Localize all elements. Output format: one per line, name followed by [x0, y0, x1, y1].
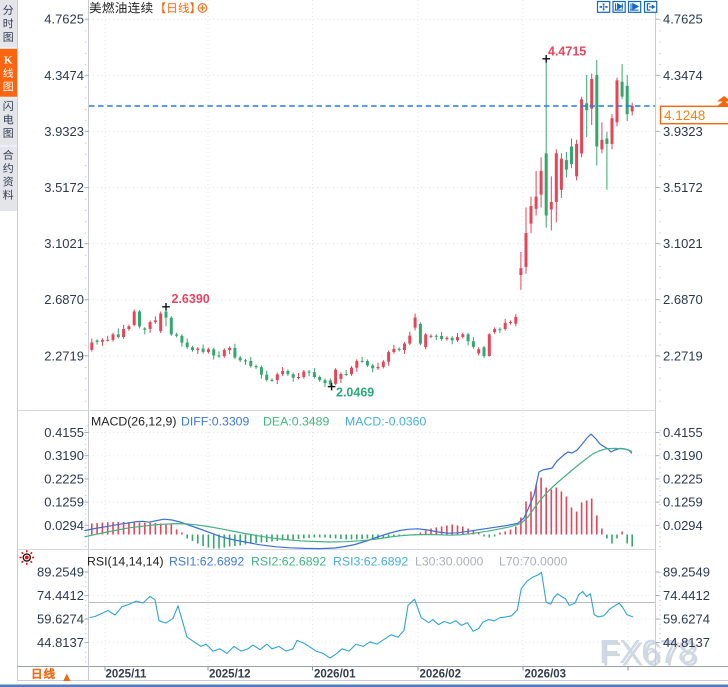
svg-text:DEA:0.3489: DEA:0.3489 [263, 415, 329, 429]
svg-text:89.2549: 89.2549 [663, 565, 710, 580]
svg-text:59.6274: 59.6274 [663, 612, 710, 627]
svg-text:RSI3:62.6892: RSI3:62.6892 [333, 555, 408, 569]
svg-text:3.1021: 3.1021 [44, 236, 84, 251]
svg-text:0.0294: 0.0294 [44, 518, 84, 533]
svg-text:FX678: FX678 [599, 633, 696, 670]
svg-text:74.4412: 74.4412 [663, 588, 710, 603]
svg-text:0.0294: 0.0294 [663, 518, 703, 533]
svg-text:2.6870: 2.6870 [663, 292, 703, 307]
svg-text:3.9323: 3.9323 [663, 124, 703, 139]
svg-text:4.4715: 4.4715 [548, 45, 586, 59]
svg-text:L70:70.0000: L70:70.0000 [499, 555, 568, 569]
svg-text:3.1021: 3.1021 [663, 236, 703, 251]
svg-text:2025/12: 2025/12 [209, 669, 251, 681]
svg-text:3.5172: 3.5172 [663, 180, 703, 195]
svg-text:4.7625: 4.7625 [663, 12, 703, 27]
svg-text:MACD(26,12,9): MACD(26,12,9) [91, 415, 176, 429]
svg-text:RSI(14,14,14): RSI(14,14,14) [87, 555, 164, 569]
svg-text:59.6274: 59.6274 [37, 612, 84, 627]
svg-text:2.6390: 2.6390 [172, 292, 210, 306]
svg-text:0.2225: 0.2225 [44, 471, 84, 486]
svg-text:3.5172: 3.5172 [44, 180, 84, 195]
svg-text:2.0469: 2.0469 [336, 386, 374, 400]
svg-text:74.4412: 74.4412 [37, 588, 84, 603]
svg-text:2.2719: 2.2719 [44, 348, 84, 363]
svg-text:2025/11: 2025/11 [106, 669, 148, 681]
svg-text:0.3190: 0.3190 [44, 448, 84, 463]
svg-text:2026/03: 2026/03 [525, 669, 567, 681]
svg-text:4.3474: 4.3474 [663, 68, 703, 83]
svg-text:89.2549: 89.2549 [37, 565, 84, 580]
svg-text:MACD:-0.0360: MACD:-0.0360 [345, 415, 426, 429]
svg-text:0.4155: 0.4155 [44, 425, 84, 440]
svg-text:0.1259: 0.1259 [44, 495, 84, 510]
svg-text:44.8137: 44.8137 [663, 635, 710, 650]
svg-text:K: K [4, 55, 13, 67]
svg-text:0.2225: 0.2225 [663, 471, 703, 486]
svg-text:4.1248: 4.1248 [664, 108, 705, 123]
svg-text:2.6870: 2.6870 [44, 292, 84, 307]
svg-text:3.9323: 3.9323 [44, 124, 84, 139]
svg-text:DIFF:0.3309: DIFF:0.3309 [181, 415, 250, 429]
svg-text:L30:30.0000: L30:30.0000 [415, 555, 484, 569]
svg-text:RSI2:62.6892: RSI2:62.6892 [251, 555, 326, 569]
svg-text:RSI1:62.6892: RSI1:62.6892 [169, 555, 244, 569]
svg-text:2026/02: 2026/02 [420, 669, 462, 681]
svg-text:2.2719: 2.2719 [663, 348, 703, 363]
svg-text:0.1259: 0.1259 [663, 495, 703, 510]
svg-text:4.7625: 4.7625 [44, 12, 84, 27]
svg-text:2026/01: 2026/01 [314, 669, 356, 681]
svg-text:44.8137: 44.8137 [37, 635, 84, 650]
svg-text:0.3190: 0.3190 [663, 448, 703, 463]
svg-text:0.4155: 0.4155 [663, 425, 703, 440]
svg-text:4.3474: 4.3474 [44, 68, 84, 83]
